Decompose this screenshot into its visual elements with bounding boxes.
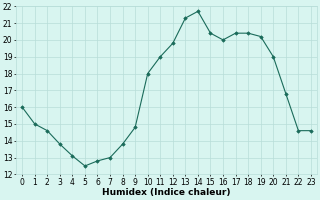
X-axis label: Humidex (Indice chaleur): Humidex (Indice chaleur) bbox=[102, 188, 231, 197]
